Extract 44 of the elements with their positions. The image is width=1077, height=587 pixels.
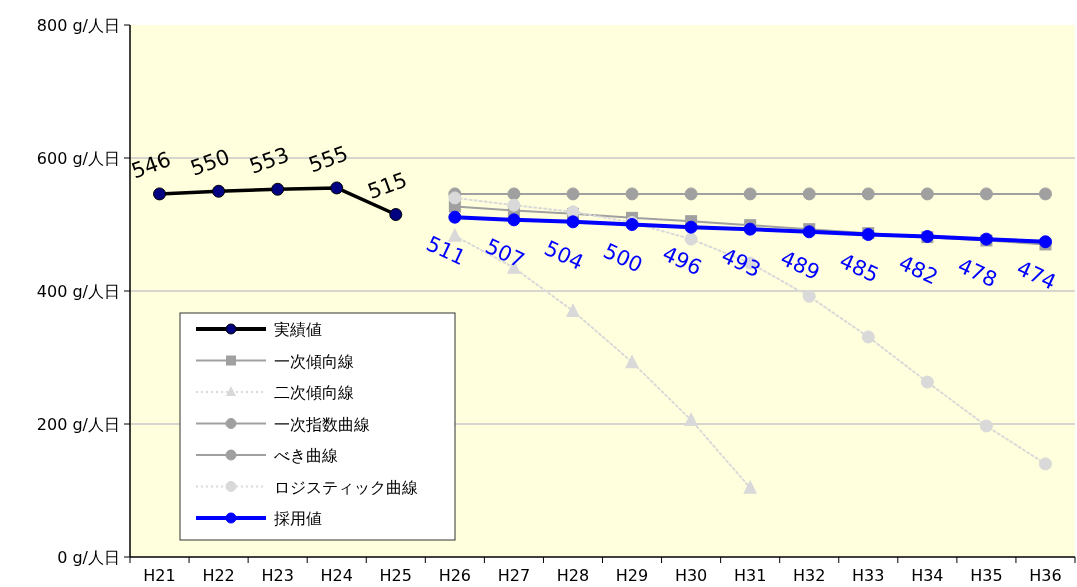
x-tick-label: H29 xyxy=(615,566,649,585)
data-label: 474 xyxy=(1013,256,1060,295)
legend-label: ロジスティック曲線 xyxy=(274,477,418,497)
y-tick-label: 200 g/人日 xyxy=(36,415,120,434)
data-label: 482 xyxy=(895,250,942,290)
x-tick-label: H30 xyxy=(674,566,708,585)
legend-label: 二次傾向線 xyxy=(274,383,354,402)
x-tick-label: H34 xyxy=(911,566,944,585)
legend-label: 実績値 xyxy=(274,320,322,339)
data-label: 504 xyxy=(540,236,588,275)
x-tick-label: H35 xyxy=(970,566,1003,585)
data-label: 546 xyxy=(128,147,175,184)
x-tick-label: H36 xyxy=(1029,566,1062,585)
y-tick-label: 600 g/人日 xyxy=(36,149,120,168)
x-tick-label: H24 xyxy=(320,566,353,585)
x-tick-label: H27 xyxy=(497,566,531,585)
data-label: 550 xyxy=(187,144,234,181)
data-label: 493 xyxy=(717,243,765,283)
x-tick-label: H25 xyxy=(379,566,412,585)
y-tick-label: 0 g/人日 xyxy=(57,548,120,567)
legend-label: 一次傾向線 xyxy=(274,351,354,371)
data-label: 478 xyxy=(954,253,1001,293)
legend-label: 採用値 xyxy=(274,509,322,528)
data-label: 485 xyxy=(836,248,883,288)
x-tick-label: H28 xyxy=(556,566,590,585)
x-tick-label: H26 xyxy=(438,566,472,585)
data-label: 507 xyxy=(481,234,529,273)
data-label: 489 xyxy=(776,246,824,285)
x-tick-label: H22 xyxy=(202,566,235,585)
y-tick-label: 800 g/人日 xyxy=(36,16,120,35)
data-label: 515 xyxy=(364,167,411,205)
x-tick-label: H31 xyxy=(733,566,767,585)
data-label: 553 xyxy=(246,142,293,179)
x-tick-label: H32 xyxy=(793,566,826,585)
data-label: 496 xyxy=(658,241,706,281)
legend-label: 一次指数曲線 xyxy=(274,414,370,434)
y-tick-label: 400 g/人日 xyxy=(36,282,120,301)
legend-label: べき曲線 xyxy=(274,446,338,465)
data-label: 511 xyxy=(422,231,470,271)
x-tick-label: H33 xyxy=(852,566,885,585)
x-tick-label: H21 xyxy=(143,566,176,585)
data-label: 500 xyxy=(599,238,647,278)
data-label: 555 xyxy=(305,141,352,178)
x-tick-label: H23 xyxy=(261,566,294,585)
